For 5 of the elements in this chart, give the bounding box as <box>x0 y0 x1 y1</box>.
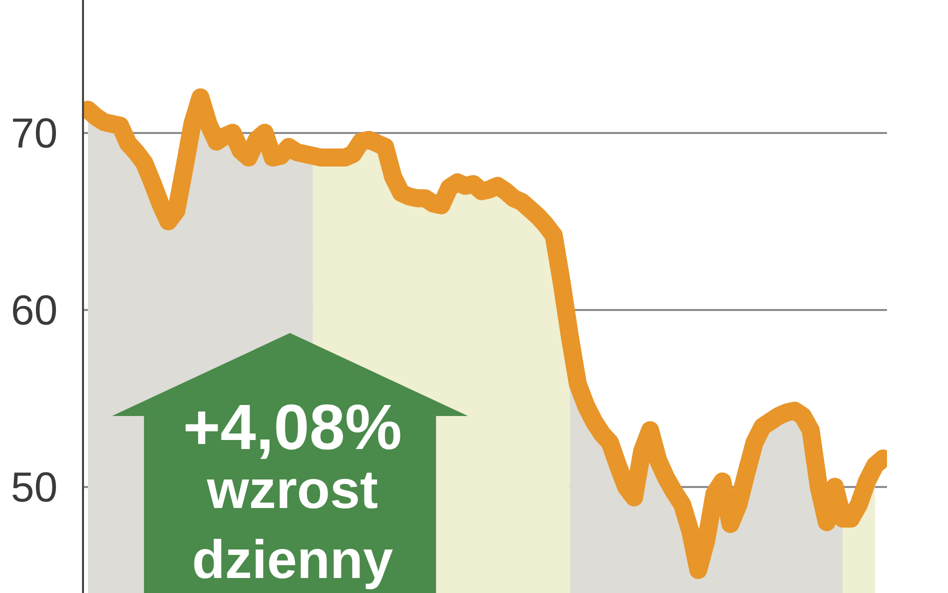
annotation: +4,08% <box>183 391 402 463</box>
y-tick-label: 60 <box>10 286 58 334</box>
y-tick-label: 70 <box>10 109 58 156</box>
annotation: wzrost dzienny <box>192 460 394 590</box>
y-tick-label: 50 <box>10 463 58 510</box>
